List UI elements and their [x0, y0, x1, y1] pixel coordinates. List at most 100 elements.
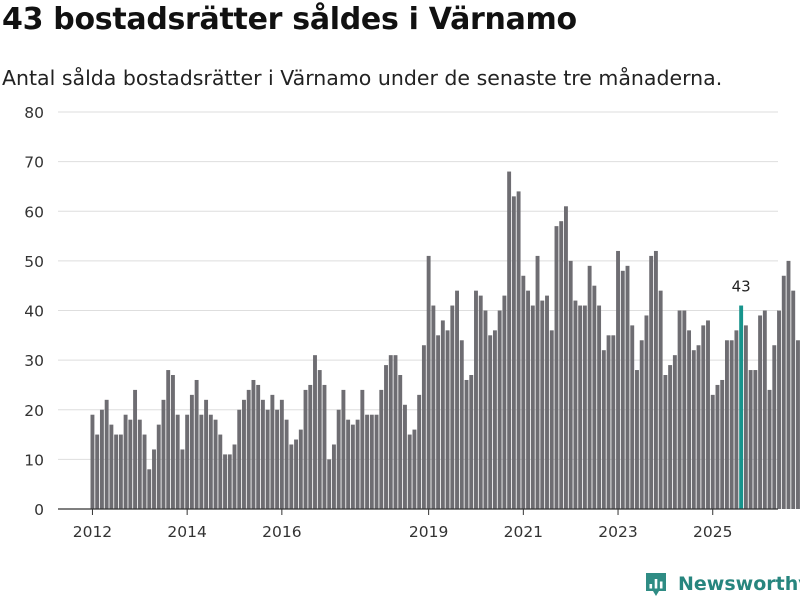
x-tick-label: 2021 — [504, 523, 543, 541]
bar — [549, 330, 554, 509]
x-tick-label: 2023 — [598, 523, 637, 541]
bar — [275, 409, 280, 509]
x-tick-label: 2025 — [693, 523, 732, 541]
y-tick-label: 10 — [24, 451, 44, 469]
bar — [384, 365, 388, 509]
bar — [152, 449, 156, 509]
bar — [777, 310, 781, 509]
x-tick-label: 2012 — [73, 523, 112, 541]
bar — [350, 424, 355, 509]
bar — [492, 330, 497, 509]
bar — [398, 375, 403, 509]
bar — [426, 255, 431, 509]
bar — [199, 414, 204, 509]
bar — [388, 355, 393, 509]
bar — [483, 310, 488, 509]
bar — [488, 335, 493, 509]
bar — [739, 305, 744, 509]
bar — [374, 414, 379, 509]
bar — [554, 226, 559, 509]
bar — [526, 290, 531, 509]
bar — [360, 389, 365, 509]
bar — [294, 439, 299, 509]
y-tick-label: 30 — [24, 352, 44, 370]
bar — [781, 275, 786, 509]
bar — [327, 459, 332, 509]
bar — [128, 419, 133, 509]
bar — [436, 335, 441, 509]
bar — [469, 375, 474, 509]
y-tick-label: 20 — [24, 402, 44, 420]
bar — [440, 320, 445, 509]
bar — [421, 345, 426, 509]
bar — [772, 345, 777, 509]
bar — [331, 444, 336, 509]
page-title: 43 bostadsrätter såldes i Värnamo — [2, 2, 577, 37]
bar — [644, 315, 649, 509]
bar — [630, 325, 635, 509]
bar — [573, 300, 578, 509]
bar — [743, 325, 748, 509]
bar — [620, 270, 625, 509]
bar — [90, 414, 95, 509]
bar — [123, 414, 128, 509]
bar — [710, 394, 715, 509]
bar — [147, 469, 152, 509]
x-tick-label: 2019 — [409, 523, 448, 541]
bar — [753, 370, 758, 509]
bar — [204, 399, 209, 509]
newsworthy-brand[interactable]: Newsworthy — [644, 569, 800, 599]
bar — [336, 409, 341, 509]
bar — [625, 265, 630, 509]
bar — [587, 265, 592, 509]
x-tick-label: 2014 — [167, 523, 206, 541]
bar — [649, 255, 654, 509]
bar — [232, 444, 237, 509]
bar — [189, 394, 194, 509]
bar — [175, 414, 180, 509]
bar — [185, 414, 190, 509]
y-tick-label: 70 — [24, 154, 44, 172]
bar — [601, 350, 606, 509]
x-tick-label: 2016 — [262, 523, 301, 541]
bar — [341, 389, 346, 509]
bar — [180, 449, 185, 509]
bar — [166, 370, 171, 509]
bar — [511, 196, 516, 510]
bar — [313, 355, 317, 509]
bar — [284, 419, 289, 509]
bar — [724, 340, 729, 509]
bar — [322, 384, 327, 509]
bar — [156, 424, 161, 509]
bar — [104, 399, 109, 509]
bar — [715, 384, 720, 509]
bar — [559, 221, 564, 510]
bar — [459, 340, 464, 509]
bar — [417, 394, 422, 509]
bar — [748, 370, 753, 509]
bar — [412, 429, 417, 509]
bar — [227, 454, 232, 509]
bar — [696, 345, 701, 509]
y-tick-label: 60 — [24, 203, 44, 221]
bar — [540, 300, 545, 509]
bar — [762, 310, 767, 509]
bar — [502, 295, 507, 509]
bar — [142, 434, 147, 509]
bar — [289, 444, 294, 509]
bar — [237, 409, 242, 509]
bar — [303, 389, 308, 509]
bar — [521, 275, 526, 509]
bar — [161, 399, 166, 509]
bar — [564, 206, 568, 509]
bar — [379, 389, 384, 509]
bar — [474, 290, 478, 509]
bar — [99, 409, 104, 509]
bar — [308, 384, 313, 509]
bar — [729, 340, 734, 509]
bar — [464, 379, 469, 509]
bar — [578, 305, 583, 509]
bar — [455, 290, 459, 509]
bar — [530, 305, 535, 509]
bar — [218, 434, 223, 509]
